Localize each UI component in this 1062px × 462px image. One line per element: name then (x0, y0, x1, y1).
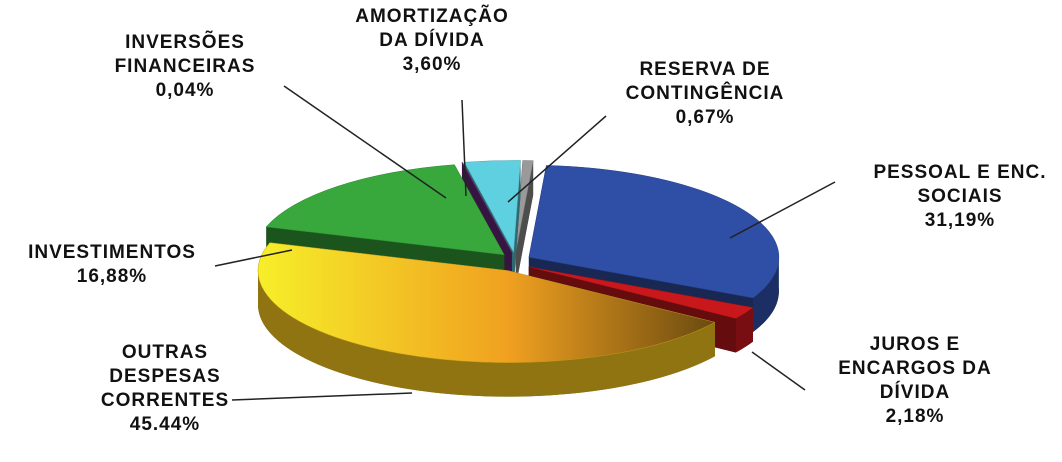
slice-top (265, 164, 505, 256)
slice-top (528, 165, 780, 299)
slice-top (528, 266, 754, 319)
slice-label: JUROS E ENCARGOS DA DÍVIDA (838, 334, 992, 403)
leader-line (461, 99, 467, 197)
slice-label: OUTRAS DESPESAS CORRENTES (101, 342, 229, 411)
slice-label: PESSOAL E ENC. SOCIAIS (873, 162, 1046, 207)
slice-wall (753, 257, 779, 332)
slice-top (257, 242, 716, 363)
leader-line (231, 392, 413, 401)
slice-label: AMORTIZAÇÃO DA DÍVIDA (355, 5, 508, 51)
leader-line (214, 249, 293, 267)
slice (257, 242, 716, 397)
labels: PESSOAL E ENC. SOCIAIS 31,19% JUROS E ENCARG… (28, 5, 1046, 435)
value-label: 3,60% (403, 54, 462, 75)
value-label: 16,88% (77, 266, 147, 287)
leader-line (283, 85, 447, 199)
pie (257, 160, 780, 397)
slice-wall (735, 307, 753, 353)
slice-top (461, 162, 513, 253)
slice-side (515, 160, 534, 287)
leader-line (507, 115, 607, 203)
slice-label: INVERSÕES FINANCEIRAS (115, 31, 256, 77)
leader-line (751, 351, 806, 391)
value-label: 2,18% (886, 406, 945, 427)
slice-wall (258, 270, 715, 397)
value-label: 31,19% (925, 210, 995, 231)
value-label: 0,04% (156, 80, 215, 101)
value-label: 0,67% (676, 107, 735, 128)
slice-label: INVESTIMENTOS (28, 242, 196, 263)
slice-label: RESERVA DE CONTINGÊNCIA (626, 59, 785, 104)
value-label: 45.44% (130, 414, 200, 435)
leader-line (729, 181, 836, 239)
